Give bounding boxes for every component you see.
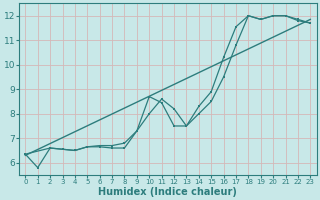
X-axis label: Humidex (Indice chaleur): Humidex (Indice chaleur) — [98, 187, 237, 197]
